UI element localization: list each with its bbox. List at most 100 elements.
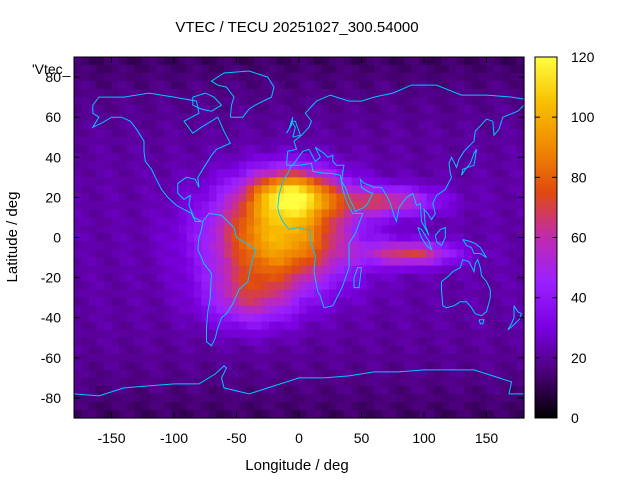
heatmap-cell [336,81,345,90]
heatmap-cell [269,177,278,186]
heatmap-cell [374,361,383,371]
heatmap-cell [126,161,135,170]
heatmap-cell [374,177,383,186]
heatmap-cell [246,329,255,339]
heatmap-cell [471,137,480,146]
heatmap-cell [479,201,488,211]
heatmap-cell [509,177,518,186]
heatmap-cell [201,97,210,106]
heatmap-cell [201,65,210,74]
heatmap-cell [404,89,413,98]
heatmap-cell [269,289,278,299]
heatmap-cell [306,281,315,291]
heatmap-cell [411,369,420,379]
heatmap-cell [389,257,398,267]
heatmap-cell [306,329,315,339]
heatmap-cell [321,273,330,283]
heatmap-cell [359,369,368,379]
heatmap-cell [471,361,480,371]
heatmap-cell [246,385,255,395]
heatmap-cell [239,57,248,66]
heatmap-cell [494,353,503,363]
heatmap-cell [426,273,435,283]
heatmap-cell [381,409,390,419]
heatmap-cell [269,145,278,154]
heatmap-cell [471,145,480,154]
heatmap-cell [126,353,135,363]
heatmap-cell [336,281,345,291]
heatmap-cell [336,169,345,178]
heatmap-cell [419,321,428,331]
heatmap-cell [329,273,338,283]
heatmap-cell [486,249,495,259]
heatmap-cell [96,225,105,235]
heatmap-cell [329,209,338,219]
heatmap-cell [104,329,113,339]
heatmap-cell [269,297,278,307]
heatmap-cell [89,169,98,178]
heatmap-cell [501,233,510,243]
heatmap-cell [509,169,518,178]
heatmap-cell [126,321,135,331]
heatmap-cell [336,265,345,275]
heatmap-cell [366,289,375,299]
heatmap-cell [336,113,345,122]
heatmap-cell [119,361,128,371]
heatmap-cell [306,289,315,299]
heatmap-cell [471,177,480,186]
heatmap-cell [179,185,188,194]
heatmap-cell [119,137,128,146]
heatmap-cell [389,353,398,363]
heatmap-cell [209,217,218,227]
heatmap-cell [89,233,98,243]
heatmap-cell [179,377,188,387]
heatmap-cell [209,257,218,267]
heatmap-cell [486,153,495,162]
heatmap-cell [96,361,105,371]
heatmap-cell [464,89,473,98]
heatmap-cell [179,129,188,138]
heatmap-cell [89,145,98,154]
heatmap-cell [314,329,323,339]
heatmap-cell [284,137,293,146]
heatmap-cell [126,241,135,251]
heatmap-cell [141,145,150,154]
coastline [353,267,363,289]
heatmap-cell [74,145,83,154]
heatmap-cell [216,337,225,347]
heatmap-cell [426,185,435,194]
heatmap-cell [119,353,128,363]
heatmap-cell [516,225,525,235]
heatmap-cell [396,353,405,363]
heatmap-cell [299,169,308,178]
heatmap-cell [374,145,383,154]
heatmap-cell [494,385,503,395]
heatmap-cell [224,305,233,315]
heatmap-cell [209,169,218,178]
heatmap-cell [104,89,113,98]
heatmap-cell [486,209,495,219]
heatmap-cell [186,129,195,138]
heatmap-cell [179,161,188,170]
heatmap-cell [396,129,405,138]
heatmap-cell [224,113,233,122]
heatmap-cell [74,401,83,411]
heatmap-cell [329,105,338,114]
heatmap-cell [89,345,98,355]
heatmap-cell [194,409,203,419]
heatmap-cell [471,241,480,251]
heatmap-cell [179,305,188,315]
heatmap-cell [239,321,248,331]
heatmap-cell [179,297,188,307]
heatmap-cell [344,241,353,251]
heatmap-cell [111,329,120,339]
heatmap-cell [441,73,450,82]
heatmap-cell [291,393,300,403]
heatmap-cell [171,401,180,411]
heatmap-cell [321,137,330,146]
heatmap-cell [456,65,465,74]
heatmap-cell [239,153,248,162]
heatmap-cell [111,241,120,251]
heatmap-cell [269,385,278,395]
heatmap-cell [329,201,338,211]
